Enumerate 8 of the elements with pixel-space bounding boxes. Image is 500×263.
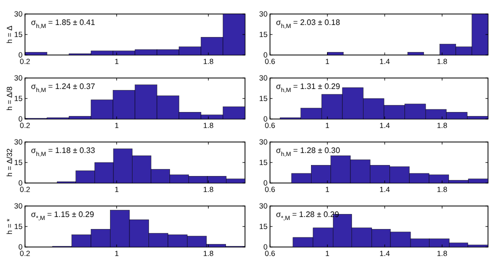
annotation: σ$_{*,M}$ = 1.15 ± 0.29 xyxy=(31,210,95,222)
annotation: σ$_{h,M}$ = 1.28 ± 0.30 xyxy=(276,146,341,158)
annotation: σ$_{h,M}$ = 1.24 ± 0.37 xyxy=(31,82,96,94)
annotation: σ$_{h,M}$ = 1.85 ± 0.41 xyxy=(31,18,96,30)
annotation: σ$_{h,M}$ = 2.03 ± 0.18 xyxy=(276,18,341,30)
annotation: σ$_{h,M}$ = 1.18 ± 0.33 xyxy=(31,146,96,158)
annotation: σ$_{h,M}$ = 1.31 ± 0.29 xyxy=(276,82,341,94)
annotation: σ$_{*,M}$ = 1.28 ± 0.29 xyxy=(276,210,340,222)
